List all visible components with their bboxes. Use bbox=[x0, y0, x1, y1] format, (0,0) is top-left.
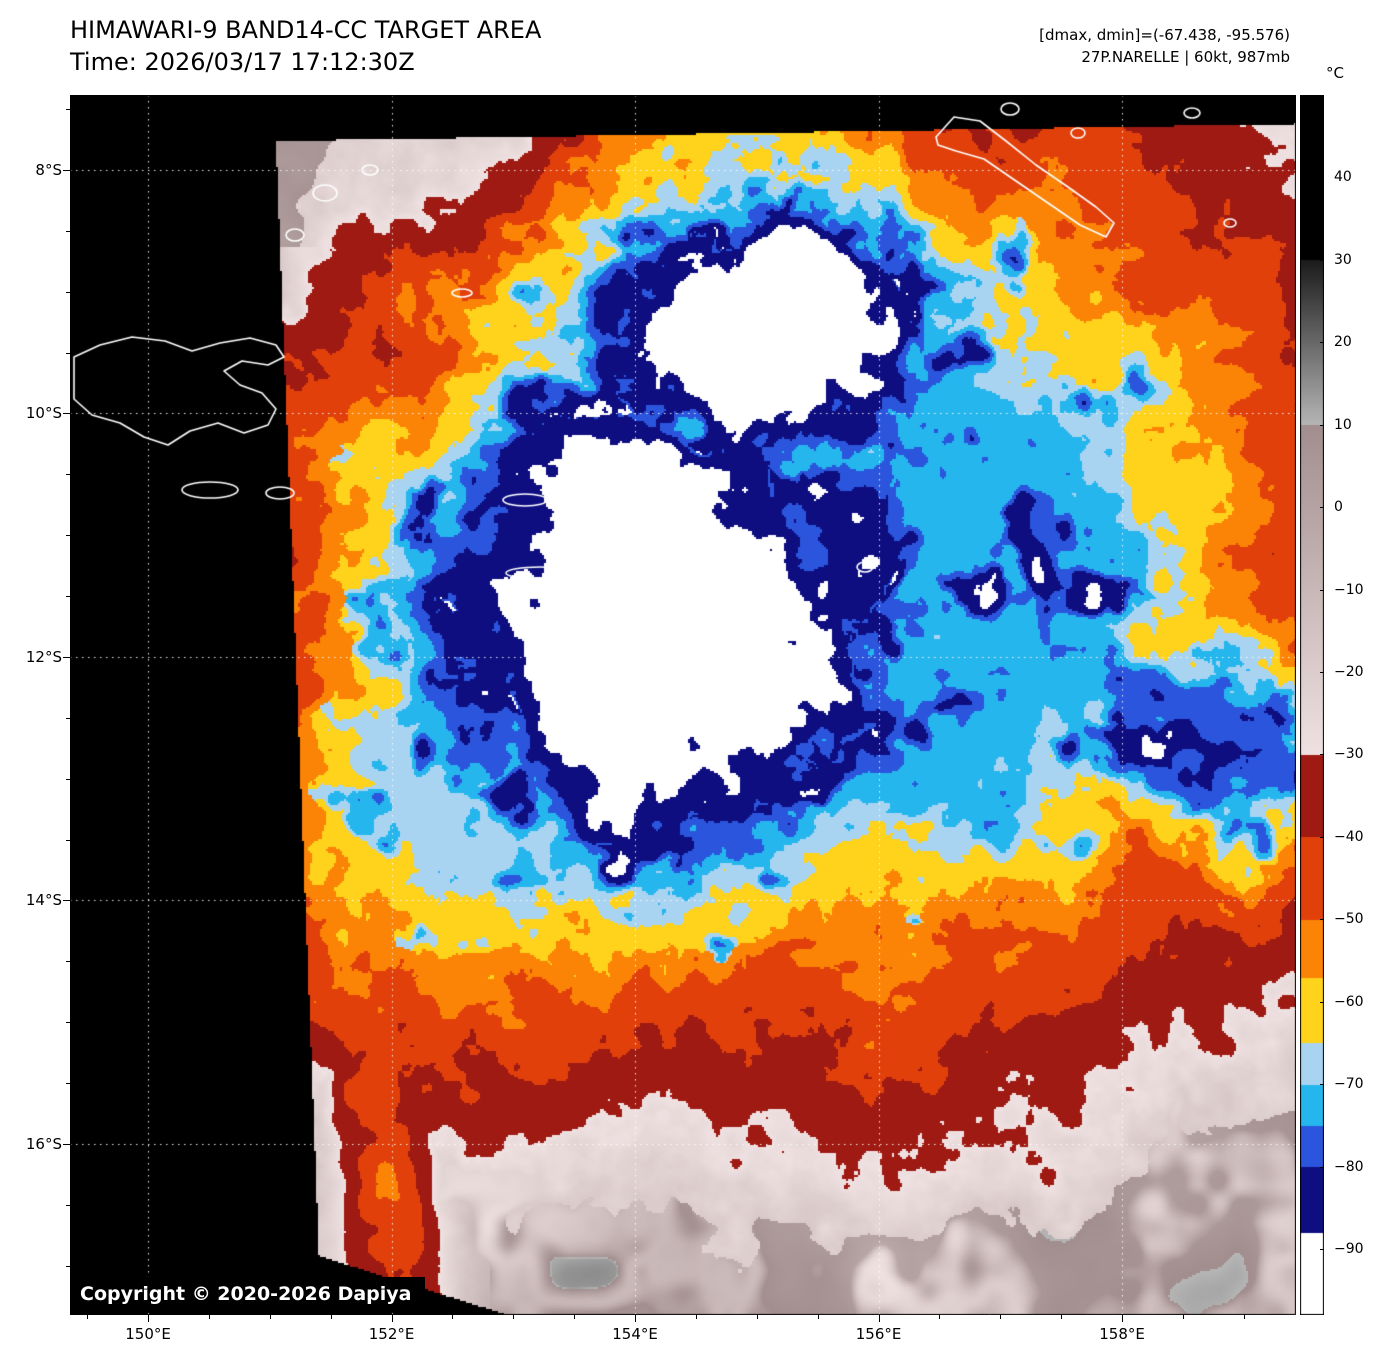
y-tick bbox=[63, 413, 70, 415]
y-tick bbox=[66, 717, 70, 719]
y-tick bbox=[66, 961, 70, 963]
colorbar-tick-label: −20 bbox=[1334, 664, 1364, 681]
y-axis-label: 14°S bbox=[25, 891, 62, 910]
y-tick bbox=[66, 352, 70, 354]
colorbar-tick bbox=[1320, 754, 1324, 756]
y-tick bbox=[66, 596, 70, 598]
y-axis-label: 12°S bbox=[25, 647, 62, 666]
colorbar-tick bbox=[1320, 1249, 1324, 1251]
x-tick bbox=[208, 1315, 210, 1319]
x-tick bbox=[148, 1315, 150, 1322]
y-tick bbox=[63, 900, 70, 902]
colorbar-tick-label: −10 bbox=[1334, 581, 1364, 598]
y-tick bbox=[66, 1022, 70, 1024]
x-tick bbox=[939, 1315, 941, 1319]
x-tick bbox=[817, 1315, 819, 1319]
colorbar-tick-label: −40 bbox=[1334, 828, 1364, 845]
x-tick bbox=[513, 1315, 515, 1319]
y-axis-label: 10°S bbox=[25, 404, 62, 423]
x-tick bbox=[695, 1315, 697, 1319]
colorbar-tick-label: 40 bbox=[1334, 169, 1352, 186]
x-tick bbox=[1061, 1315, 1063, 1319]
y-axis-label: 8°S bbox=[35, 160, 62, 179]
y-tick bbox=[66, 535, 70, 537]
x-axis-label: 152°E bbox=[368, 1325, 415, 1343]
colorbar-unit: °C bbox=[1326, 64, 1344, 82]
x-tick bbox=[1243, 1315, 1245, 1319]
timestamp: Time: 2026/03/17 17:12:30Z bbox=[70, 48, 415, 76]
x-tick bbox=[1000, 1315, 1002, 1319]
colorbar-tick-label: −60 bbox=[1334, 993, 1364, 1010]
colorbar-tick bbox=[1320, 919, 1324, 921]
x-axis-label: 150°E bbox=[125, 1325, 171, 1343]
page-title: HIMAWARI-9 BAND14-CC TARGET AREA bbox=[70, 16, 542, 44]
x-tick bbox=[452, 1315, 454, 1319]
x-tick bbox=[756, 1315, 758, 1319]
x-tick bbox=[391, 1315, 393, 1322]
colorbar-tick-label: −50 bbox=[1334, 911, 1364, 928]
x-tick bbox=[87, 1315, 89, 1319]
x-tick bbox=[1122, 1315, 1124, 1322]
colorbar-tick bbox=[1320, 1166, 1324, 1168]
colorbar-tick-label: 20 bbox=[1334, 334, 1352, 351]
y-tick bbox=[66, 778, 70, 780]
x-axis-label: 158°E bbox=[1099, 1325, 1145, 1343]
colorbar-tick bbox=[1320, 589, 1324, 591]
x-axis-label: 154°E bbox=[612, 1325, 658, 1343]
colorbar-tick bbox=[1320, 1084, 1324, 1086]
y-tick bbox=[63, 169, 70, 171]
y-tick bbox=[66, 109, 70, 111]
y-tick bbox=[63, 656, 70, 658]
storm-info: 27P.NARELLE | 60kt, 987mb bbox=[1081, 48, 1290, 66]
colorbar-tick-label: 0 bbox=[1334, 499, 1343, 516]
colorbar-tick bbox=[1320, 342, 1324, 344]
x-tick bbox=[635, 1315, 637, 1322]
y-tick bbox=[66, 1265, 70, 1267]
y-tick bbox=[66, 839, 70, 841]
colorbar-tick bbox=[1320, 672, 1324, 674]
colorbar-tick-label: −70 bbox=[1334, 1076, 1364, 1093]
colorbar-tick-label: 30 bbox=[1334, 251, 1352, 268]
x-tick bbox=[330, 1315, 332, 1319]
colorbar-tick bbox=[1320, 177, 1324, 179]
dmax-dmin-readout: [dmax, dmin]=(-67.438, -95.576) bbox=[1039, 26, 1290, 44]
y-tick bbox=[63, 1143, 70, 1145]
colorbar-tick bbox=[1320, 836, 1324, 838]
colorbar-tick-label: −30 bbox=[1334, 746, 1364, 763]
y-tick bbox=[66, 474, 70, 476]
y-axis-label: 16°S bbox=[25, 1134, 62, 1153]
colorbar bbox=[1300, 95, 1324, 1315]
copyright: Copyright © 2020-2026 Dapiya bbox=[70, 1277, 426, 1312]
y-tick bbox=[66, 291, 70, 293]
colorbar-tick-label: −90 bbox=[1334, 1241, 1364, 1258]
y-tick bbox=[66, 230, 70, 232]
x-tick bbox=[878, 1315, 880, 1322]
x-axis-label: 156°E bbox=[855, 1325, 902, 1343]
colorbar-tick-label: 10 bbox=[1334, 416, 1352, 433]
y-tick bbox=[66, 1083, 70, 1085]
colorbar-tick bbox=[1320, 1001, 1324, 1003]
colorbar-tick-label: −80 bbox=[1334, 1158, 1364, 1175]
colorbar-tick bbox=[1320, 507, 1324, 509]
y-tick bbox=[66, 1204, 70, 1206]
x-tick bbox=[269, 1315, 271, 1319]
x-tick bbox=[1182, 1315, 1184, 1319]
colorbar-tick bbox=[1320, 424, 1324, 426]
satellite-map bbox=[70, 95, 1296, 1315]
x-tick bbox=[574, 1315, 576, 1319]
colorbar-tick bbox=[1320, 259, 1324, 261]
